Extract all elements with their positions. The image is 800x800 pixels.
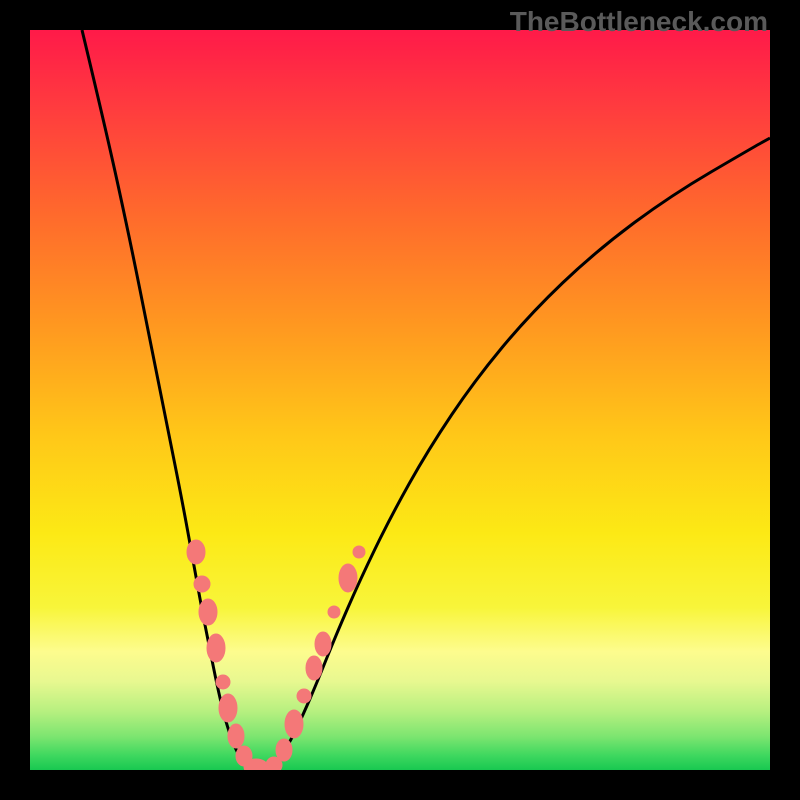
curve-layer — [30, 30, 770, 770]
data-marker — [194, 576, 210, 592]
data-marker — [276, 739, 292, 761]
curve-left-branch — [82, 30, 254, 770]
data-marker — [228, 724, 244, 748]
data-marker — [339, 564, 357, 592]
data-marker — [199, 599, 217, 625]
watermark-text: TheBottleneck.com — [510, 6, 768, 38]
data-marker — [219, 694, 237, 722]
data-marker — [207, 634, 225, 662]
data-marker — [306, 656, 322, 680]
data-marker — [353, 546, 365, 558]
data-marker — [297, 689, 311, 703]
curve-right-branch — [254, 138, 770, 770]
data-marker — [328, 606, 340, 618]
data-marker — [216, 675, 230, 689]
data-marker — [315, 632, 331, 656]
plot-area — [30, 30, 770, 770]
data-marker — [285, 710, 303, 738]
chart-container: TheBottleneck.com — [0, 0, 800, 800]
data-marker — [187, 540, 205, 564]
